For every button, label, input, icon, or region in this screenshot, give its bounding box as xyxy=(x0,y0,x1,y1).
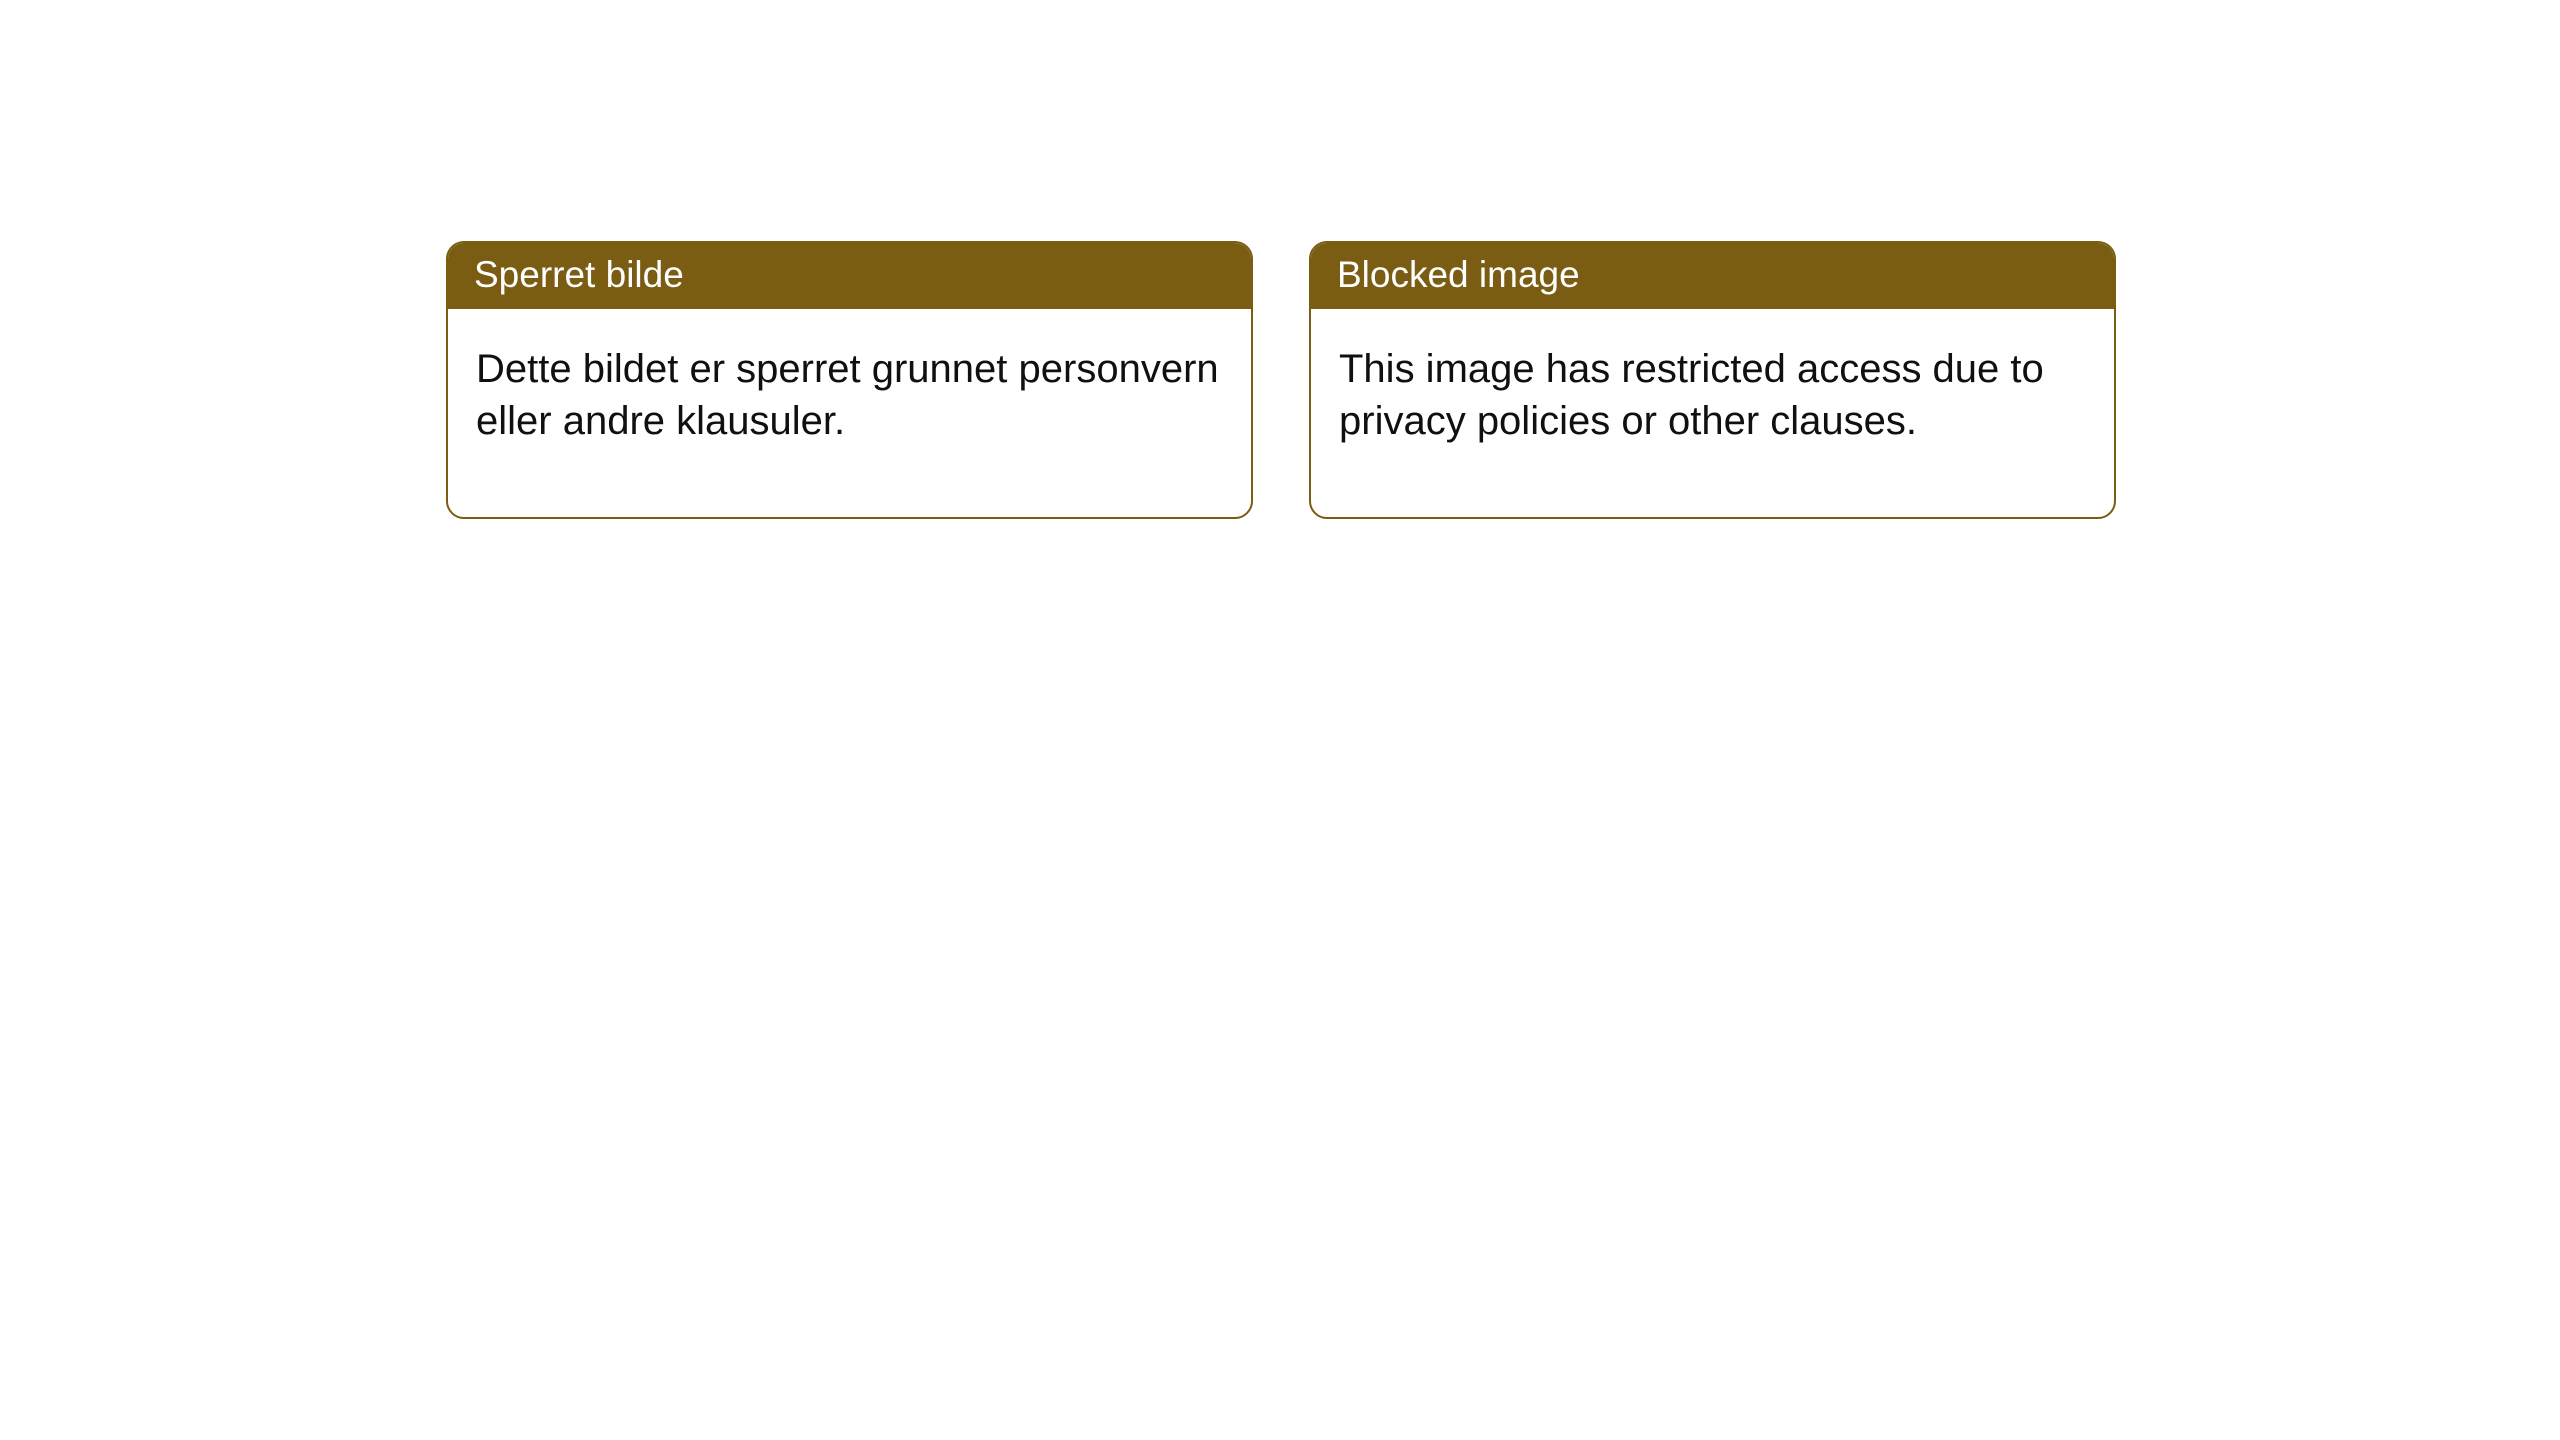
notice-title: Sperret bilde xyxy=(448,243,1251,309)
notice-body: This image has restricted access due to … xyxy=(1311,309,2114,517)
notice-title: Blocked image xyxy=(1311,243,2114,309)
notice-card-english: Blocked image This image has restricted … xyxy=(1309,241,2116,519)
notice-card-norwegian: Sperret bilde Dette bildet er sperret gr… xyxy=(446,241,1253,519)
notice-container: Sperret bilde Dette bildet er sperret gr… xyxy=(0,0,2560,519)
notice-body: Dette bildet er sperret grunnet personve… xyxy=(448,309,1251,517)
